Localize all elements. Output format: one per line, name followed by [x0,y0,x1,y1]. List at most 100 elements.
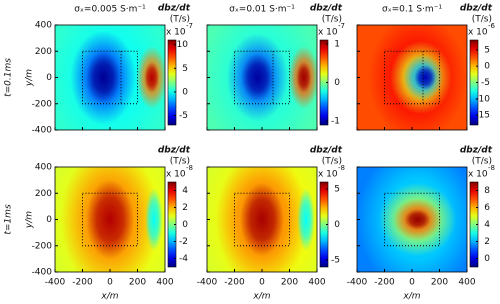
colorbar-exponent: -8 [186,164,193,172]
y-axis-label: y/m [25,211,35,229]
colorbar-tick-label: -10 [475,94,490,104]
colorbar-multiplier: x 10 [318,28,338,38]
colorbar-tick-label: 0 [484,62,490,72]
field-blob [297,188,315,251]
colorbar-unit: (T/s) [170,15,190,25]
colorbar-exponent: -7 [186,22,193,30]
colorbar-tick-label: 0 [484,254,490,264]
x-axis-label: x/m [402,292,420,302]
colorbar-tick-label: -15 [475,111,490,121]
y-tick-label: -400 [32,268,53,278]
colorbar-tick-label: -5 [481,78,490,88]
colorbar-tick-label: 2 [484,237,490,247]
colorbar-label: dbz/dt [310,4,343,14]
colorbar-label: dbz/dt [158,4,191,14]
colorbar-multiplier: x 10 [166,170,186,180]
x-axis-label: x/m [100,292,118,302]
survey-area [384,50,440,105]
colorbar-tick-label: -4 [179,254,188,264]
field-blob [240,182,284,257]
x-tick-label: -400 [45,278,66,288]
field-blob [85,51,121,104]
colorbar-label: dbz/dt [460,146,493,156]
x-tick-label: 200 [281,278,298,288]
colorbar-tick-label: 6 [484,203,490,213]
panel-title: σₓ=0.1 S·m⁻¹ [382,5,443,15]
panel-title: σₓ=0.01 S·m⁻¹ [229,5,295,15]
colorbar-tick-label: 1 [334,39,340,49]
colorbar-tick-label: 8 [484,186,490,196]
colorbar-tick-label: 2 [182,203,188,213]
y-tick-label: -200 [32,241,53,251]
panel: -400 -200 0 200 400 x/m -5 0 5 dbz/dt(T/s) x 10-8 [197,146,345,302]
x-tick-label: 400 [156,278,173,288]
y-tick-label: 400 [35,21,52,31]
field-blob [241,53,275,102]
y-tick-label: 400 [35,163,52,173]
x-tick-label: 0 [107,278,113,288]
x-tick-label: -400 [197,278,218,288]
colorbar-tick-label: -1 [331,117,340,127]
colorbar-unit: (T/s) [322,157,342,167]
colorbar-exponent: -8 [338,164,345,172]
field-blob [145,188,163,251]
y-tick-label: 200 [35,189,52,199]
y-axis-label: y/m [25,69,35,87]
colorbar-tick-label: 4 [484,220,490,230]
colorbar-exponent: -8 [488,164,495,172]
colorbar-tick-label: 10 [177,40,189,50]
x-tick-label: 400 [458,278,475,288]
colorbar-multiplier: x 10 [166,28,186,38]
colorbar-tick-label: 0 [334,220,340,230]
field-blob [296,61,312,94]
y-tick-label: 200 [35,47,52,57]
colorbar-exponent: -6 [488,22,496,30]
survey-area [234,192,290,247]
colorbar-unit: (T/s) [472,157,492,167]
colorbar-unit: (T/s) [170,157,190,167]
y-tick-label: -400 [32,126,53,136]
x-tick-label: 0 [409,278,415,288]
survey-area [82,50,138,105]
colorbar-unit: (T/s) [322,15,342,25]
panel-title: σₓ=0.005 S·m⁻¹ [74,5,146,15]
colorbar-label: dbz/dt [310,146,343,156]
colorbar-tick-label: 0 [182,220,188,230]
colorbar-tick-label: 4 [182,186,188,196]
x-tick-label: 400 [308,278,325,288]
colorbar-multiplier: x 10 [318,170,338,180]
field [207,25,317,130]
field-blob [144,61,160,94]
colorbar-tick-label: 5 [484,45,490,55]
x-tick-label: 200 [129,278,146,288]
field-blob [414,64,437,91]
survey-area [82,192,138,247]
colorbar-label: dbz/dt [460,4,493,14]
colorbar-multiplier: x 10 [468,28,488,38]
survey-area [384,192,440,247]
colorbar [167,39,177,126]
field [357,167,467,272]
colorbar-tick-label: 0 [182,87,188,97]
survey-area [234,50,290,105]
x-tick-label: -200 [224,278,245,288]
row-label: t=1ms [4,204,14,235]
x-tick-label: 0 [259,278,265,288]
row-label: t=0.1ms [4,58,14,97]
colorbar-tick-label: -5 [179,111,188,121]
colorbar-tick-label: 5 [334,185,340,195]
colorbar-exponent: -7 [338,22,345,30]
colorbar-multiplier: x 10 [468,170,488,180]
y-tick-label: 0 [46,73,52,83]
field-blob [404,209,431,230]
colorbar-tick-label: 5 [182,64,188,74]
field [55,25,165,130]
colorbar-tick-label: 0 [334,78,340,88]
colorbar-unit: (T/s) [472,15,492,25]
panel: σₓ=0.1 S·m⁻¹ -15 -10 -5 0 5 dbz/dt(T/s) x 10-6 [356,4,496,131]
colorbar-label: dbz/dt [158,146,191,156]
x-axis-label: x/m [252,292,270,302]
x-tick-label: -200 [374,278,395,288]
x-tick-label: -400 [347,278,368,288]
